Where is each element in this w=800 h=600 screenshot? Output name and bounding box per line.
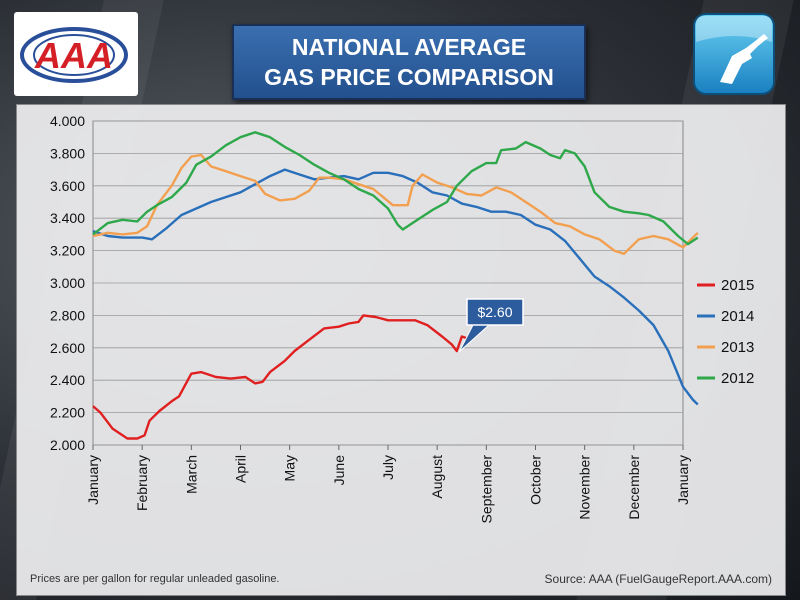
legend-label-2014: 2014 xyxy=(721,308,754,325)
y-tick-label: 3.200 xyxy=(50,243,85,259)
legend-label-2015: 2015 xyxy=(721,277,754,294)
y-tick-label: 3.400 xyxy=(50,210,85,226)
x-tick-label: January xyxy=(675,455,691,505)
gas-price-line-chart: 4.000 3.800 3.600 3.400 3.200 3.000 2.800 2.600… xyxy=(50,113,754,524)
aaa-logo-text: AAA xyxy=(34,35,113,76)
title-line-2: GAS PRICE COMPARISON xyxy=(264,64,554,90)
series-line-2013 xyxy=(92,153,699,255)
series-line-2014 xyxy=(92,168,699,406)
legend-label-2013: 2013 xyxy=(721,339,754,356)
x-tick-label: April xyxy=(233,455,249,483)
callout-box xyxy=(466,298,524,326)
y-tick-label: 3.600 xyxy=(50,178,85,194)
price-callout: $2.60 xyxy=(458,298,524,353)
x-tick-label: June xyxy=(331,455,347,486)
x-tick-label: July xyxy=(380,455,396,480)
x-tick-label: December xyxy=(626,455,642,520)
y-axis-tick-labels: 4.000 3.800 3.600 3.400 3.200 3.000 2.800 2.600… xyxy=(50,113,85,453)
series-line-2015 xyxy=(92,314,468,440)
chart-gridlines xyxy=(92,120,684,450)
source-text: Source: AAA (FuelGaugeReport.AAA.com) xyxy=(544,572,772,586)
legend-label-2012: 2012 xyxy=(721,370,754,387)
x-tick-label: May xyxy=(282,455,298,481)
y-tick-label: 2.600 xyxy=(50,340,85,356)
aaa-logo: AAA xyxy=(14,12,138,96)
gas-pump-icon xyxy=(692,12,776,96)
series-line-2012 xyxy=(92,131,699,246)
x-tick-label: January xyxy=(85,455,101,505)
x-tick-label: November xyxy=(577,455,593,520)
y-tick-label: 2.800 xyxy=(50,307,85,323)
x-tick-label: August xyxy=(429,455,445,499)
page-title: NATIONAL AVERAGE GAS PRICE COMPARISON xyxy=(232,24,586,100)
title-line-1: NATIONAL AVERAGE xyxy=(291,34,527,60)
x-axis-tick-labels: January February March April May June July Augu… xyxy=(85,455,691,524)
y-tick-label: 2.200 xyxy=(50,405,85,421)
chart-panel: 4.000 3.800 3.600 3.400 3.200 3.000 2.800 2.600… xyxy=(16,104,786,596)
x-tick-label: February xyxy=(134,455,150,511)
x-tick-label: October xyxy=(528,455,544,505)
footnote-text: Prices are per gallon for regular unlead… xyxy=(30,573,280,585)
chart-series xyxy=(92,131,699,440)
y-tick-label: 4.000 xyxy=(50,113,85,129)
x-tick-label: March xyxy=(183,455,199,494)
y-tick-label: 3.800 xyxy=(50,145,85,161)
x-tick-label: September xyxy=(478,455,494,524)
y-tick-label: 3.000 xyxy=(50,275,85,291)
callout-label: $2.60 xyxy=(477,304,512,320)
y-tick-label: 2.400 xyxy=(50,372,85,388)
chart-legend: 2015 2014 2013 2012 xyxy=(697,277,754,387)
y-tick-label: 2.000 xyxy=(50,437,85,453)
